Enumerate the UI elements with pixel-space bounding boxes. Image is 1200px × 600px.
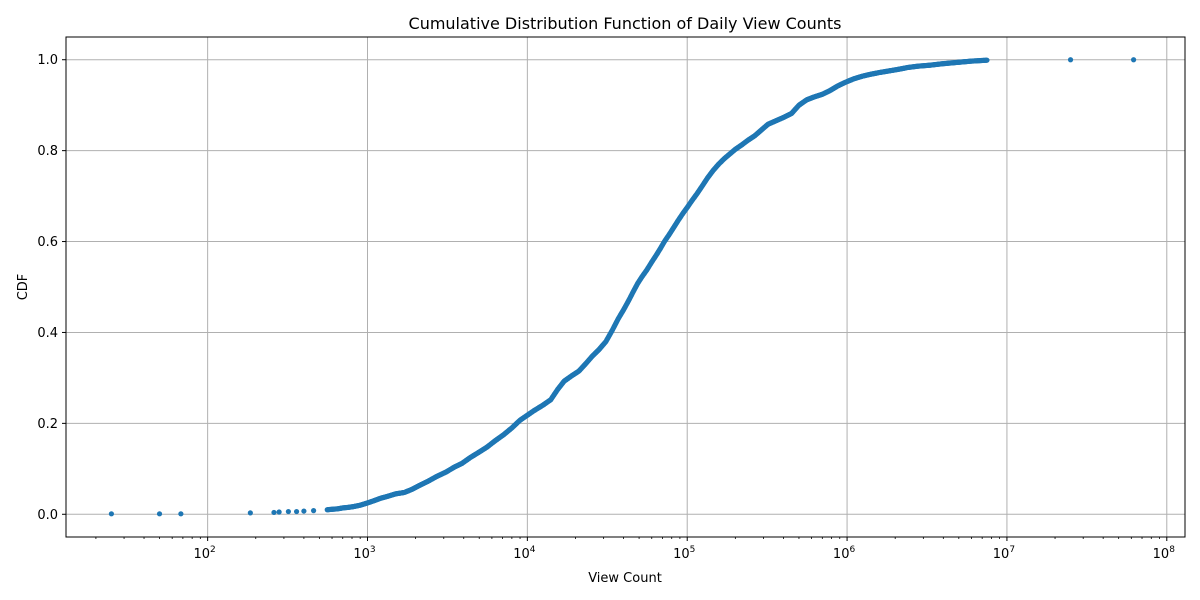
y-tick-label: 0.0 [37, 508, 58, 523]
plot-frame [65, 36, 1186, 538]
data-point [310, 508, 317, 514]
data-point [247, 510, 253, 516]
data-point [285, 508, 291, 515]
data-point [178, 511, 184, 517]
data-point [1067, 57, 1074, 63]
y-tick-label: 0.6 [37, 235, 58, 250]
grid-lines [66, 37, 1185, 537]
data-point [108, 511, 114, 517]
x-tick-label: 102 [194, 545, 216, 562]
data-point [1131, 57, 1137, 63]
data-point [276, 509, 282, 515]
y-tick-label: 0.8 [37, 144, 58, 159]
x-tick-label: 106 [833, 545, 856, 562]
y-tick-label: 1.0 [37, 53, 58, 68]
y-tick-label: 0.2 [37, 417, 58, 432]
x-tick-label: 104 [513, 545, 536, 562]
x-tick-label: 108 [1153, 545, 1176, 562]
x-tick-label: 103 [353, 545, 375, 562]
data-point [984, 57, 990, 63]
data-point [301, 508, 307, 514]
x-axis-title: View Count [588, 571, 662, 586]
y-tick-label: 0.4 [37, 326, 58, 341]
data-point [293, 508, 300, 515]
data-point [271, 509, 277, 516]
y-axis-title: CDF [16, 274, 31, 301]
axis-ticks: 102 103 104 105 106 107 108 0.0 0.2 0.4 0.6 0.8 1.0 [37, 53, 1175, 562]
x-tick-label: 107 [993, 545, 1015, 562]
data-point [156, 511, 163, 517]
x-tick-label: 105 [673, 545, 695, 562]
chart-title: Cumulative Distribution Function of Dail… [409, 14, 842, 33]
data-points [108, 57, 1137, 517]
